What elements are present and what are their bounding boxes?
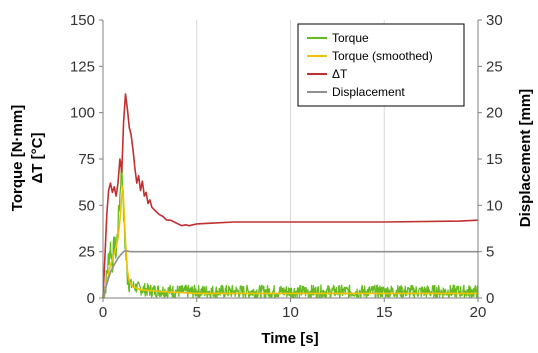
y-tick-label: 25	[78, 244, 95, 261]
x-tick-label: 15	[376, 304, 393, 321]
x-tick-label: 5	[193, 304, 201, 321]
y-axis-label-line-1: Torque [N·mm]	[9, 105, 26, 211]
y2-tick-label: 25	[486, 58, 503, 75]
x-axis-label: Time [s]	[261, 330, 318, 347]
y2-tick-label: 0	[486, 290, 494, 307]
series-torque-smoothed	[102, 186, 478, 299]
legend: Torque Torque (smoothed) ΔT Displacement	[297, 23, 465, 107]
series-delta-t	[102, 93, 479, 299]
legend-label-torque: Torque	[332, 31, 369, 45]
x-tick-label: 10	[282, 304, 299, 321]
y-axis-label-line-2: ΔT [°C]	[29, 133, 46, 184]
y-tick-label: 150	[70, 12, 95, 29]
x-tick-label: 20	[470, 304, 487, 321]
y2-tick-label: 15	[486, 151, 503, 168]
y-tick-label: 0	[87, 290, 95, 307]
y2-axis-label: Displacement [mm]	[517, 89, 534, 227]
legend-label-delta-t: ΔT	[332, 67, 348, 81]
legend-item-torque-smoothed: Torque (smoothed)	[307, 49, 433, 63]
legend-item-displacement: Displacement	[307, 85, 405, 99]
y2-tick-label: 10	[486, 197, 503, 214]
legend-label-displacement: Displacement	[332, 85, 405, 99]
x-tick-label: 0	[99, 304, 107, 321]
series-torque	[102, 161, 479, 299]
axes	[99, 19, 482, 302]
legend-item-delta-t: ΔT	[307, 67, 348, 81]
y-axis-label: Torque [N·mm] ΔT [°C]	[9, 105, 46, 211]
y2-tick-label: 20	[486, 105, 503, 122]
y-tick-label: 100	[70, 105, 95, 122]
legend-item-torque: Torque	[307, 31, 369, 45]
plot-area	[102, 93, 479, 299]
y-tick-label: 125	[70, 58, 95, 75]
y2-tick-label: 5	[486, 244, 494, 261]
series-displacement	[102, 249, 478, 299]
legend-label-torque-smoothed: Torque (smoothed)	[332, 49, 433, 63]
y-tick-label: 50	[78, 197, 95, 214]
y-tick-label: 75	[78, 151, 95, 168]
y2-tick-label: 30	[486, 12, 503, 29]
